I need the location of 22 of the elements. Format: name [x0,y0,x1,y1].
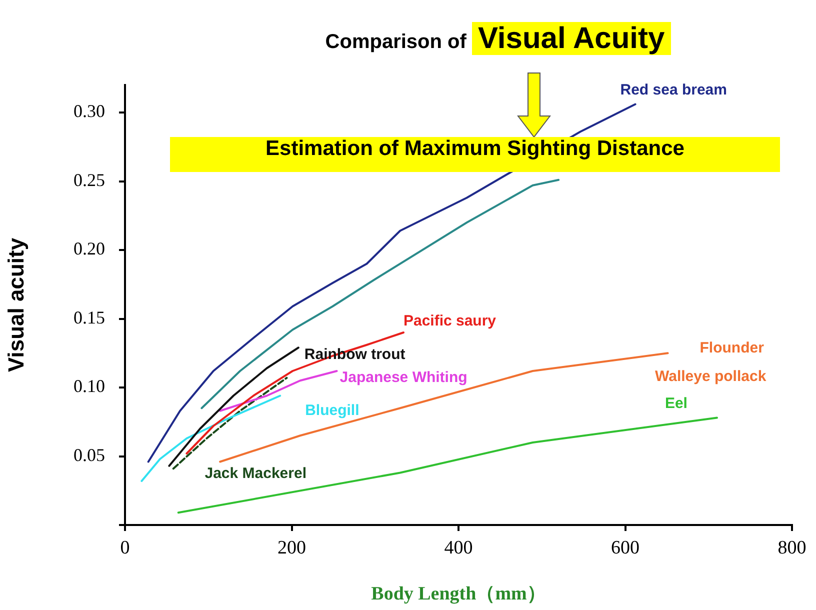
x-tick-label: 0 [120,537,130,558]
y-tick-label: 0.10 [74,376,105,396]
y-tick-label: 0.15 [74,307,105,328]
series-label: Japanese Whiting [340,369,468,386]
series-label: Pacific saury [403,312,497,330]
x-tick-label: 800 [778,537,806,558]
x-tick-label: 400 [444,537,473,558]
series-label: Jack Mackerel [204,465,306,482]
y-tick-label: 0.20 [74,238,105,259]
annotation: Walleye pollack [655,368,767,386]
series-label: Red sea bream [620,81,727,98]
y-tick-label: 0.25 [74,170,105,190]
y-axis-title: Visual acuity [3,237,28,372]
y-tick-label: 0.05 [74,444,105,465]
x-axis-title: Body Length（mm） [371,584,546,605]
text: Flounder [700,339,764,356]
series-label: Eel [664,394,688,412]
x-tick-label: 600 [611,537,640,558]
series-label: Bluegill [305,402,360,419]
y-tick-label: 0.30 [74,101,105,122]
chart-title: Comparison of Visual Acuity [325,22,666,55]
x-tick-label: 200 [278,537,306,558]
